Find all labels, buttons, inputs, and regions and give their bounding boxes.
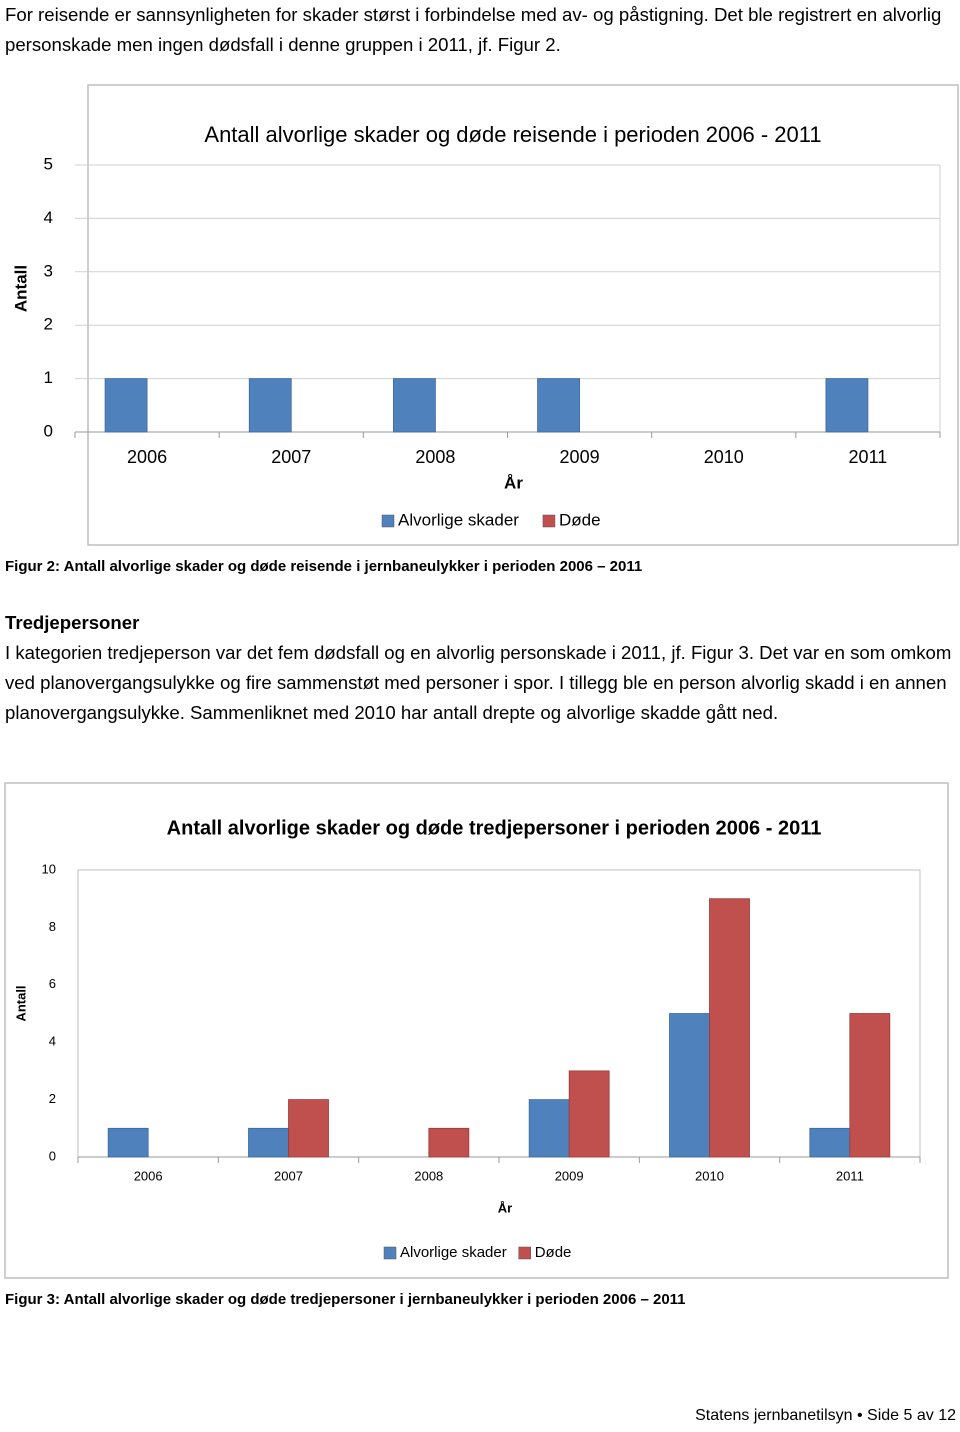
chart-frame	[4, 782, 949, 1279]
bar	[288, 1099, 329, 1158]
bar	[709, 898, 750, 1158]
footer: Statens jernbanetilsyn • Side 5 av 12	[695, 1407, 956, 1424]
x-tick-label: 2006	[134, 1168, 163, 1183]
legend-swatch	[542, 514, 556, 528]
y-tick-label: 8	[49, 919, 56, 934]
x-axis-title: År	[504, 473, 523, 492]
legend-label: Alvorlige skader	[400, 1244, 507, 1261]
y-tick-label: 4	[49, 1034, 56, 1049]
bar	[568, 1070, 610, 1158]
bar	[849, 1013, 891, 1158]
x-tick-label: 2008	[415, 447, 455, 467]
y-axis-title: Antall	[11, 265, 30, 312]
legend-label: Døde	[535, 1244, 572, 1261]
chart-title: Antall alvorlige skader og døde reisende…	[204, 122, 821, 147]
bar	[669, 1013, 710, 1158]
y-tick-label: 6	[49, 976, 56, 991]
bar	[107, 1127, 149, 1158]
intro-paragraph: For reisende er sannsynligheten for skad…	[5, 4, 942, 55]
legend-swatch	[518, 1246, 531, 1260]
x-axis-title: År	[498, 1200, 512, 1215]
bar	[393, 378, 436, 433]
x-tick-label: 2010	[695, 1168, 724, 1183]
y-tick-label: 10	[42, 861, 56, 876]
y-tick-label: 0	[44, 421, 53, 440]
x-tick-label: 2009	[560, 447, 600, 467]
chart-frame	[87, 84, 959, 546]
y-tick-label: 4	[44, 208, 53, 227]
chart-title: Antall alvorlige skader og døde tredjepe…	[167, 817, 822, 839]
y-tick-label: 2	[49, 1091, 56, 1106]
plot-area	[77, 869, 921, 1158]
legend-swatch	[381, 514, 395, 528]
legend-swatch	[383, 1246, 397, 1260]
legend-label: Alvorlige skader	[398, 510, 519, 529]
x-tick-label: 2010	[704, 447, 744, 467]
y-tick-label: 3	[44, 261, 53, 280]
bar	[809, 1127, 851, 1158]
section-heading: Tredjepersoner	[5, 612, 140, 633]
bar	[104, 378, 148, 433]
figure-caption: Figur 3: Antall alvorlige skader og døde…	[5, 1291, 686, 1308]
bar	[248, 1127, 289, 1158]
x-tick-label: 2011	[836, 1168, 864, 1183]
bar	[825, 378, 869, 433]
x-tick-label: 2007	[274, 1168, 303, 1183]
y-tick-label: 2	[44, 315, 53, 334]
y-tick-label: 1	[44, 368, 53, 387]
bar	[537, 378, 580, 433]
section-paragraph: I kategorien tredjeperson var det fem dø…	[5, 642, 952, 723]
bar	[248, 378, 292, 433]
x-tick-label: 2006	[127, 447, 167, 467]
x-tick-label: 2008	[414, 1168, 443, 1183]
y-axis-title: Antall	[13, 985, 28, 1021]
legend-label: Døde	[559, 510, 601, 529]
bar	[528, 1099, 570, 1158]
figure-caption: Figur 2: Antall alvorlige skader og døde…	[5, 558, 643, 575]
y-tick-label: 5	[44, 154, 53, 173]
x-tick-label: 2009	[555, 1168, 584, 1183]
bar	[428, 1127, 470, 1158]
x-tick-label: 2011	[849, 447, 888, 467]
y-tick-label: 0	[49, 1148, 56, 1163]
x-tick-label: 2007	[271, 447, 311, 467]
